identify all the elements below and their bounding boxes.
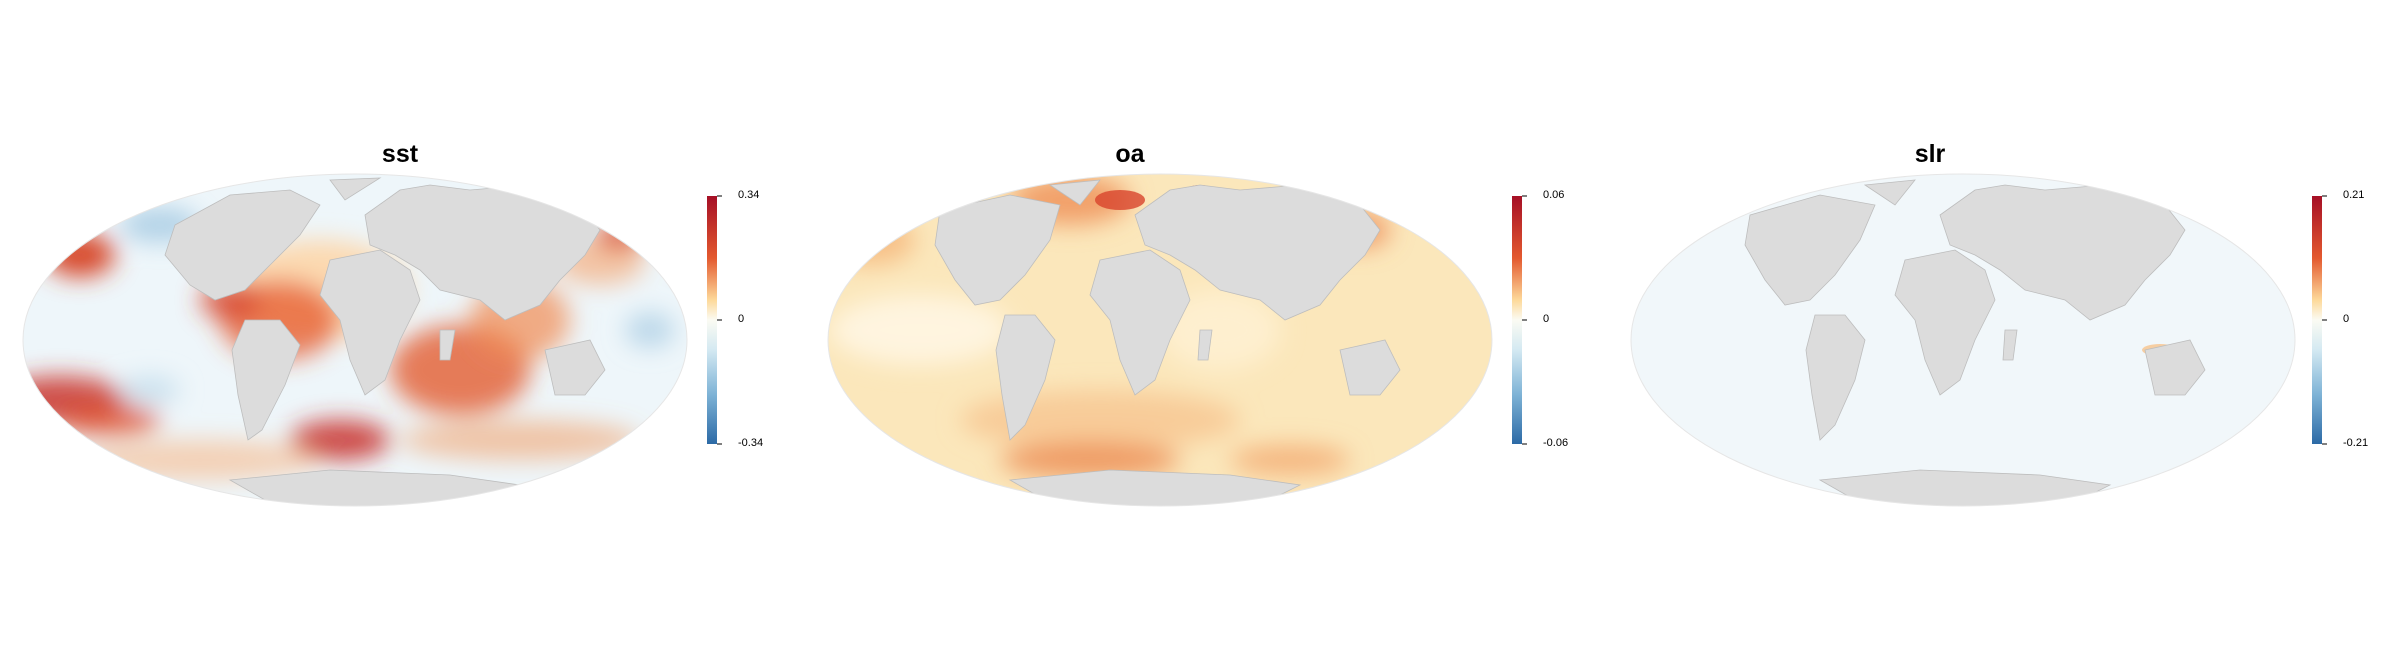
map-panel-sst: sst [0,0,800,660]
ocean-field [1631,174,2295,506]
map-title: sst [381,140,419,168]
ocean-field [828,174,1492,506]
color-scale-bar [1512,195,1527,445]
ocean-field [23,174,687,506]
color-scale-bar [707,195,722,445]
color-scale-bar [2312,195,2327,445]
land-masses [1744,179,2206,506]
land-masses [934,179,1401,506]
map-title: oa [1115,140,1145,168]
scale-max-label: 0.34 [738,189,760,201]
mollweide-map [22,173,722,507]
scale-min-label: -0.34 [738,437,764,449]
scale-max-label: 0.21 [2343,189,2365,201]
map-panel-slr: slr [1600,0,2400,660]
scale-mid-label: 0 [2343,313,2350,325]
scale-max-label: 0.06 [1543,189,1565,201]
map-panel-oa: oa [800,0,1600,660]
scale-min-label: -0.06 [1543,437,1569,449]
map-title: slr [1914,140,1946,168]
scale-min-label: -0.21 [2343,437,2369,449]
mollweide-map [1630,173,2327,507]
scale-mid-label: 0 [738,313,745,325]
mollweide-map [827,173,1527,507]
scale-mid-label: 0 [1543,313,1550,325]
